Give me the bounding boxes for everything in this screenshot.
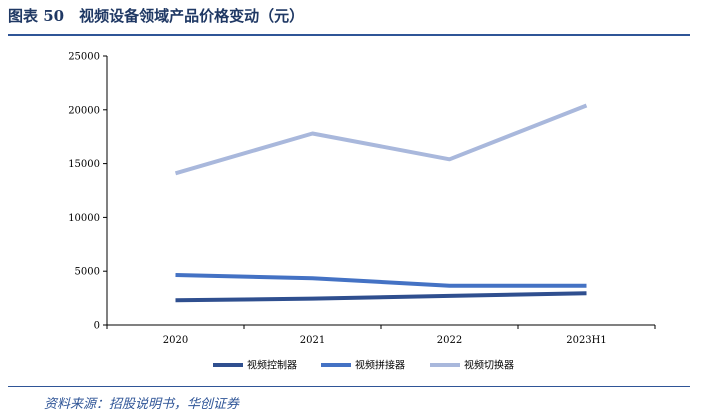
y-tick-label: 15000	[68, 159, 100, 170]
y-tick-label: 25000	[68, 52, 100, 63]
chart-axes: 0 5000 10000 15000 20000 25000 2020 2021 2022 202…	[68, 52, 656, 346]
x-tick-label: 2022	[437, 335, 462, 346]
figure-title: 图表 50 视频设备领域产品价格变动（元）	[8, 7, 305, 25]
y-tick-label: 0	[94, 321, 100, 332]
y-tick-label: 10000	[68, 213, 100, 224]
line-chart: 0 5000 10000 15000 20000 25000 2020 2021 2022 202…	[68, 52, 656, 372]
x-tick-label: 2020	[163, 335, 188, 346]
series-line-2	[174, 103, 588, 176]
chart-series-lines	[174, 103, 588, 303]
legend-label-2: 视频切换器	[464, 359, 514, 372]
top-divider	[8, 34, 690, 36]
legend-label-0: 视频控制器	[247, 359, 297, 372]
chart-legend: 视频控制器 视频拼接器 视频切换器	[213, 359, 514, 372]
series-line-1	[175, 273, 587, 288]
x-tick-label: 2021	[300, 335, 325, 346]
series-line-0	[175, 291, 587, 303]
legend-label-1: 视频拼接器	[355, 359, 405, 372]
y-tick-label: 5000	[75, 267, 100, 278]
y-tick-label: 20000	[68, 105, 100, 116]
x-tick-label: 2023H1	[566, 335, 607, 346]
source-note: 资料来源：招股说明书，华创证券	[44, 397, 240, 412]
bottom-divider	[8, 386, 690, 387]
